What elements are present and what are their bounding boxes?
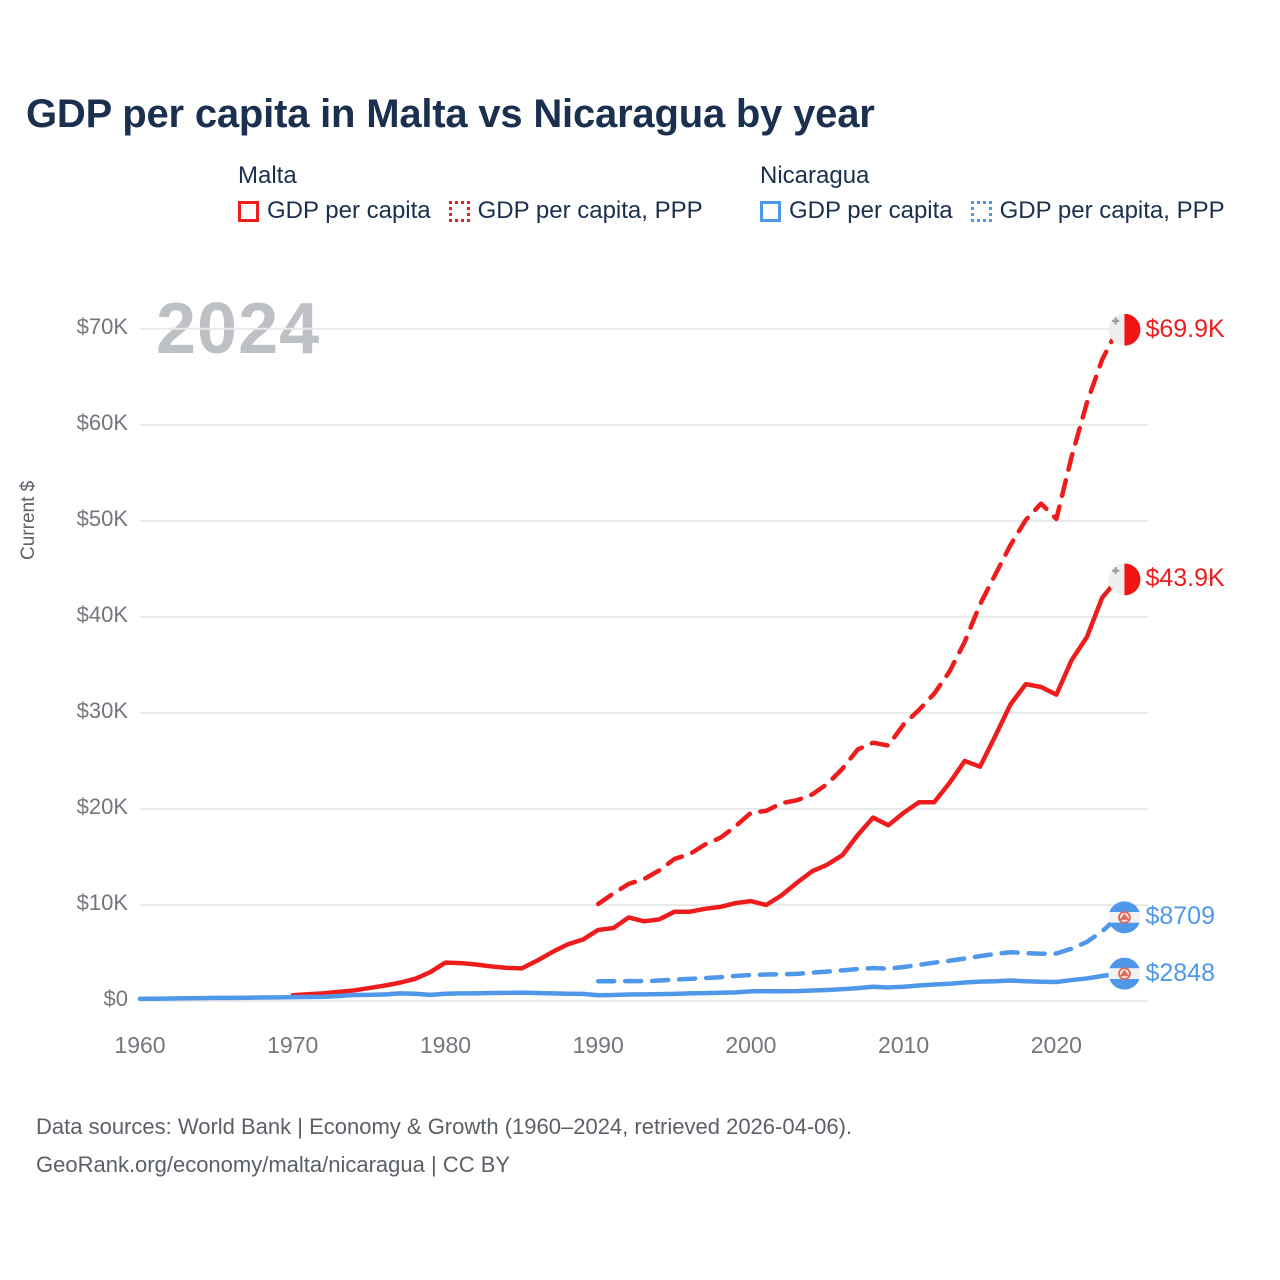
legend-item-nicaragua-gdp[interactable]: GDP per capita xyxy=(760,198,953,224)
x-axis-tick-label: 1970 xyxy=(267,1032,319,1058)
malta-flag-marker-icon xyxy=(1108,563,1141,596)
chart-end-markers xyxy=(1108,313,1141,990)
chart-legend: Malta GDP per capita GDP per capita, PPP… xyxy=(238,162,1258,242)
y-axis-tick-label: $20K xyxy=(76,793,128,819)
x-axis-tick-label: 1980 xyxy=(419,1032,472,1058)
chart-gridlines xyxy=(140,327,1148,1002)
y-axis-tick-label: $60K xyxy=(76,409,128,435)
x-axis-tick-label: 1960 xyxy=(114,1032,166,1058)
malta-flag-marker-icon xyxy=(1108,313,1141,346)
legend-label-malta-ppp: GDP per capita, PPP xyxy=(477,197,703,224)
legend-label-malta-gdp: GDP per capita xyxy=(267,197,431,224)
chart-series-lines xyxy=(137,327,1120,1002)
legend-swatch-dotted-blue-icon xyxy=(970,200,992,222)
series-line xyxy=(137,971,1120,1002)
series-line xyxy=(595,915,1120,984)
y-axis-tick-label: $70K xyxy=(76,313,128,339)
x-axis-tick-label: 1990 xyxy=(572,1032,624,1058)
legend-item-nicaragua-ppp[interactable]: GDP per capita, PPP xyxy=(970,197,1225,224)
series-line xyxy=(595,327,1120,907)
series-end-label-nicaragua-ppp: $8709 xyxy=(1145,902,1215,931)
legend-item-malta-ppp[interactable]: GDP per capita, PPP xyxy=(448,197,703,224)
nicaragua-flag-marker-icon xyxy=(1108,901,1141,934)
y-axis-tick-label: $0 xyxy=(103,986,128,1011)
x-axis-tick-label: 2000 xyxy=(725,1032,777,1058)
x-axis-tick-label: 2010 xyxy=(878,1032,930,1058)
series-end-label-malta-gdp: $43.9K xyxy=(1145,564,1225,593)
y-axis-tick-label: $40K xyxy=(76,601,128,627)
footer-line-attribution[interactable]: GeoRank.org/economy/malta/nicaragua | CC… xyxy=(36,1152,511,1177)
footer: Data sources: World Bank | Economy & Gro… xyxy=(36,1108,852,1184)
series-end-label-malta-ppp: $69.9K xyxy=(1145,314,1225,343)
legend-group-title-nicaragua: Nicaragua xyxy=(760,162,870,189)
y-axis-tick-label: $30K xyxy=(76,697,128,723)
series-end-label-nicaragua-gdp: $2848 xyxy=(1145,958,1215,987)
legend-group-nicaragua: Nicaragua GDP per capita GDP per capita,… xyxy=(760,162,1225,224)
y-axis-tick-label: $10K xyxy=(76,889,128,915)
page-title: GDP per capita in Malta vs Nicaragua by … xyxy=(26,92,875,136)
legend-group-malta: Malta GDP per capita GDP per capita, PPP xyxy=(238,162,703,224)
y-axis-tick-label: $50K xyxy=(76,505,128,531)
legend-swatch-solid-red-icon xyxy=(238,200,259,222)
nicaragua-flag-marker-icon xyxy=(1108,957,1141,990)
footer-line-sources: Data sources: World Bank | Economy & Gro… xyxy=(36,1114,853,1139)
legend-swatch-dotted-red-icon xyxy=(448,200,470,222)
legend-group-title-malta: Malta xyxy=(238,162,297,189)
x-axis-tick-label: 2020 xyxy=(1030,1032,1082,1058)
year-watermark: 2024 xyxy=(156,289,321,369)
legend-label-nicaragua-ppp: GDP per capita, PPP xyxy=(999,197,1225,224)
legend-swatch-solid-blue-icon xyxy=(760,200,781,222)
legend-label-nicaragua-gdp: GDP per capita xyxy=(789,197,953,224)
series-line xyxy=(290,577,1120,998)
legend-item-malta-gdp[interactable]: GDP per capita xyxy=(238,198,431,224)
